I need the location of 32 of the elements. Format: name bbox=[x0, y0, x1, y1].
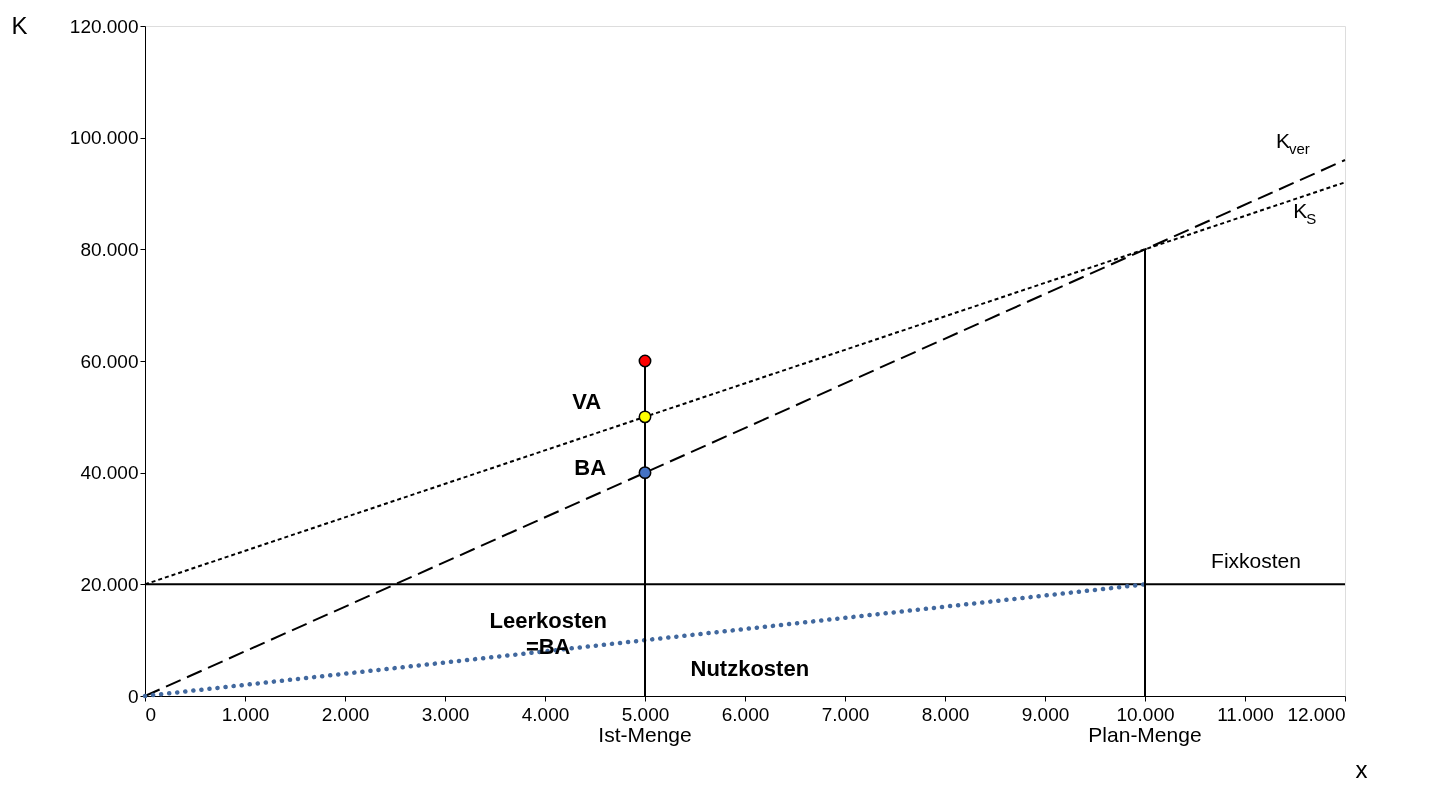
annotation: BA bbox=[574, 454, 607, 480]
annotation: VA bbox=[572, 388, 602, 414]
point bbox=[638, 466, 652, 480]
x-tick-label: 3.000 bbox=[421, 703, 470, 725]
x-tick-label: 10.000 bbox=[1116, 703, 1175, 725]
x-axis-title: x bbox=[1355, 755, 1368, 783]
x-tick-label: 9.000 bbox=[1021, 703, 1070, 725]
x-tick-label: 2.000 bbox=[321, 703, 370, 725]
series-label: Fixkosten bbox=[1211, 549, 1301, 573]
point bbox=[638, 354, 652, 368]
point bbox=[638, 410, 652, 424]
y-tick-label: 20.000 bbox=[80, 573, 139, 595]
x-tick-label: 0 bbox=[145, 703, 157, 725]
x-tick-label: 12.000 bbox=[1287, 703, 1346, 725]
annotation: Leerkosten =BA bbox=[489, 607, 607, 659]
y-tick-label: 100.000 bbox=[69, 127, 139, 149]
text: Plan-Menge bbox=[1088, 723, 1202, 747]
x-tick-label: 11.000 bbox=[1217, 703, 1274, 725]
x-tick-label: 6.000 bbox=[721, 703, 770, 725]
y-tick-label: 40.000 bbox=[80, 462, 139, 484]
x-tick-label: 1.000 bbox=[221, 703, 270, 725]
x-tick-label: 8.000 bbox=[921, 703, 970, 725]
x-tick-label: 4.000 bbox=[521, 703, 570, 725]
y-tick-label: 0 bbox=[127, 685, 139, 707]
x-tick-label: 5.000 bbox=[621, 703, 670, 725]
y-tick-label: 80.000 bbox=[80, 238, 139, 260]
y-tick-label: 60.000 bbox=[80, 350, 139, 372]
y-tick-label: 120.000 bbox=[69, 15, 139, 37]
annotation: Nutzkosten bbox=[690, 656, 810, 682]
x-tick-label: 7.000 bbox=[821, 703, 870, 725]
y-axis-title: K bbox=[11, 11, 28, 39]
text: Ist-Menge bbox=[598, 723, 692, 747]
